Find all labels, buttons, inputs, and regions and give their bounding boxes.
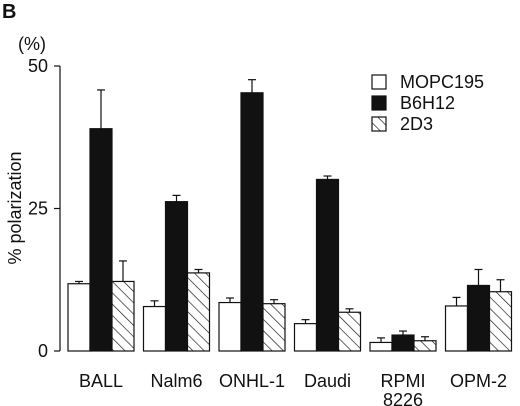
x-tick-label: 8226: [383, 390, 423, 406]
x-tick-label: ONHL-1: [219, 371, 285, 391]
legend-swatch: [371, 95, 387, 111]
x-tick-label: OPM-2: [450, 371, 507, 391]
x-tick-label: Nalm6: [150, 371, 202, 391]
bar: [369, 341, 393, 352]
bar: [337, 311, 362, 352]
bar: [240, 92, 264, 352]
panel-label: B: [2, 1, 16, 23]
bar: [444, 305, 469, 352]
bar: [89, 128, 113, 352]
bar: [164, 201, 189, 352]
bar: [262, 303, 286, 352]
y-tick-label: 0: [38, 341, 48, 361]
y-tick-label: 50: [28, 56, 48, 76]
bar: [218, 301, 242, 352]
bar: [67, 283, 91, 352]
bar: [111, 280, 135, 352]
y-axis-label: % polarization: [5, 151, 25, 264]
x-tick-label: Daudi: [304, 371, 351, 391]
bar: [413, 340, 437, 352]
x-tick-label: BALL: [79, 371, 123, 391]
x-tick-label: RPMI: [381, 371, 426, 391]
bar: [142, 305, 167, 352]
bar: [186, 272, 211, 352]
legend-label: 2D3: [400, 114, 433, 134]
bar: [391, 334, 415, 352]
bars: [67, 79, 513, 352]
bar: [466, 284, 491, 352]
legend-label: B6H12: [400, 93, 455, 113]
bar: [293, 323, 318, 352]
legend-swatch: [371, 74, 387, 90]
y-ticks: 0 25 50: [28, 56, 60, 361]
bar: [315, 178, 340, 352]
legend-label: MOPC195: [400, 72, 484, 92]
bar: [488, 291, 513, 352]
y-tick-label: 25: [28, 199, 48, 219]
y-unit-label: (%): [18, 34, 46, 54]
legend-swatch: [371, 116, 387, 132]
